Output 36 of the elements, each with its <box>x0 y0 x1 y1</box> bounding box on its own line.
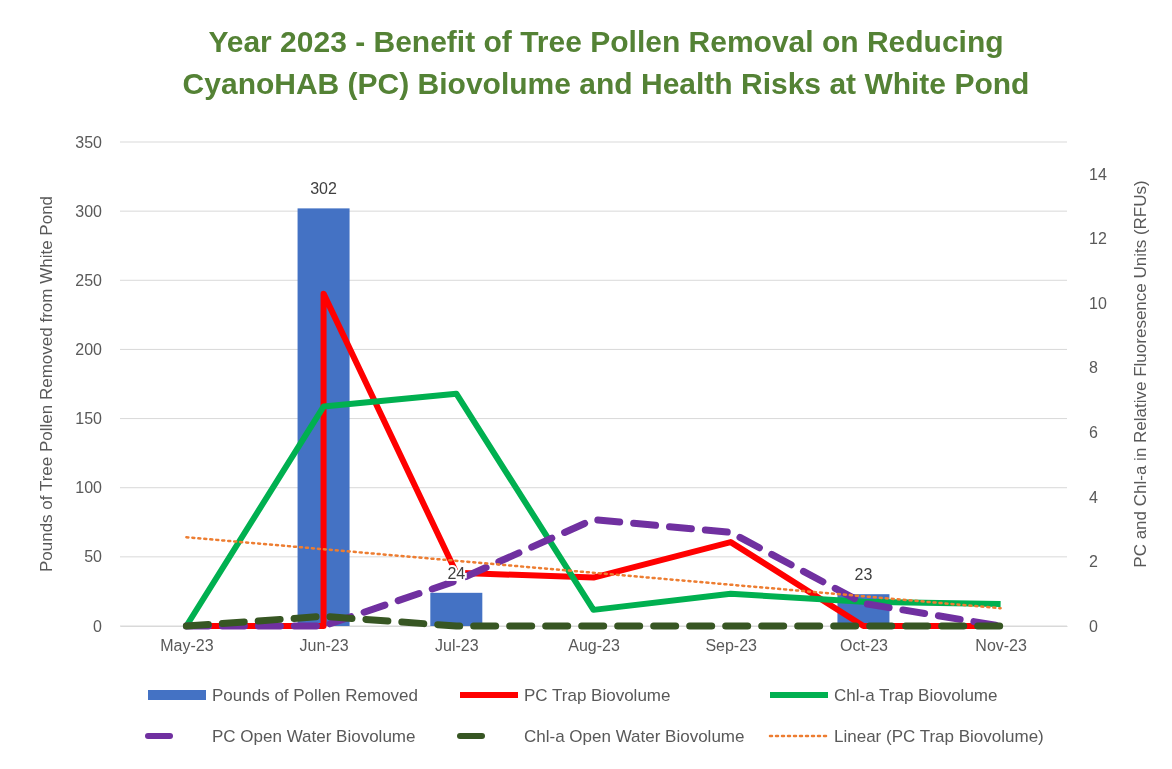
y-tick-label: 50 <box>84 548 103 566</box>
x-tick-label: Oct-23 <box>839 637 889 655</box>
data-label: 23 <box>854 566 873 584</box>
y-tick-label: 100 <box>75 479 103 497</box>
y-tick-label: 150 <box>75 410 103 428</box>
y2-tick-label: 10 <box>1089 294 1107 312</box>
y-tick-label: 300 <box>75 202 103 220</box>
y2-tick-label: 4 <box>1089 488 1098 506</box>
x-tick-label: Sep-23 <box>705 637 758 655</box>
x-tick-label: Jun-23 <box>299 637 349 655</box>
y-tick-label: 200 <box>75 341 103 359</box>
data-label: 24 <box>447 564 466 582</box>
x-tick-label: May-23 <box>160 637 214 655</box>
y2-axis-title: PC and Chl-a in Relative Fluoresence Units (RFUs) <box>1131 180 1150 568</box>
y-tick-label: 250 <box>75 271 103 289</box>
y2-tick-label: 0 <box>1089 617 1098 635</box>
y2-tick-label: 2 <box>1089 553 1098 571</box>
legend-label: PC Open Water Biovolume <box>212 727 416 746</box>
y-axis-title: Pounds of Tree Pollen Removed from White Pond <box>37 195 56 573</box>
x-tick-label: Nov-23 <box>975 637 1028 655</box>
chart-title: Year 2023 - Benefit of Tree Pollen Removal on Reducing CyanoHAB (PC) Biovolume and Health Risks at White Pond <box>182 25 1030 100</box>
x-tick-label: Aug-23 <box>568 637 620 655</box>
y2-tick-label: 6 <box>1089 424 1098 442</box>
legend-label: Linear (PC Trap Biovolume) <box>834 727 1044 746</box>
y2-tick-label: 14 <box>1089 165 1107 183</box>
legend-label: Chl-a Trap Biovolume <box>834 686 998 705</box>
y-tick-label: 0 <box>93 617 103 635</box>
bar <box>430 592 483 626</box>
legend-label: Chl-a Open Water Biovolume <box>524 727 745 746</box>
data-label: 302 <box>310 180 338 198</box>
legend-label: PC Trap Biovolume <box>524 686 671 705</box>
y2-tick-label: 12 <box>1089 230 1107 248</box>
y-tick-label: 350 <box>75 133 103 151</box>
legend-label: Pounds of Pollen Removed <box>212 686 419 705</box>
x-tick-label: Jul-23 <box>435 637 479 655</box>
y2-tick-label: 8 <box>1089 359 1098 377</box>
